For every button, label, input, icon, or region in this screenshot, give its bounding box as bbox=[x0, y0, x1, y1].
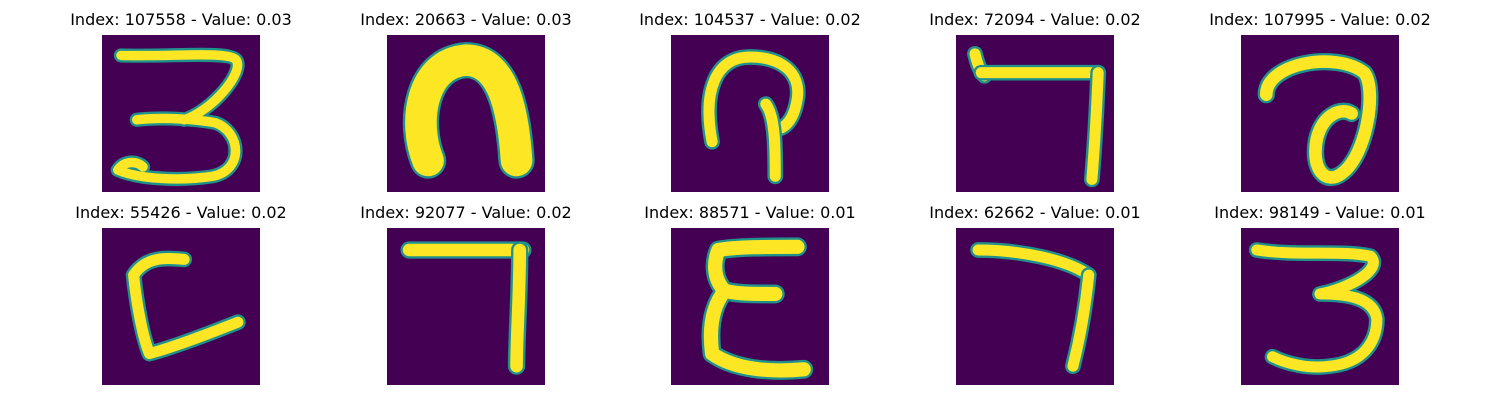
glyph-loop bbox=[1257, 53, 1379, 187]
glyph-seven-bent bbox=[967, 45, 1107, 188]
glyph-stroke bbox=[128, 253, 244, 360]
glyph-stroke-edge bbox=[701, 237, 814, 380]
glyph-stroke bbox=[760, 98, 781, 182]
sample-image bbox=[956, 228, 1114, 385]
glyph-stroke bbox=[972, 244, 1095, 281]
sample-panel: Index: 62662 - Value: 0.01 bbox=[893, 203, 1177, 393]
sample-panel: Index: 107558 - Value: 0.03 bbox=[39, 10, 323, 200]
sample-title: Index: 98149 - Value: 0.01 bbox=[1214, 203, 1426, 222]
glyph-stroke bbox=[1067, 269, 1095, 372]
sample-image bbox=[387, 35, 545, 192]
glyph-stroke bbox=[703, 51, 804, 148]
glyph-stroke bbox=[1251, 244, 1383, 373]
sample-title: Index: 20663 - Value: 0.03 bbox=[360, 10, 572, 29]
glyph-stroke bbox=[1259, 55, 1377, 184]
sample-title: Index: 107995 - Value: 0.02 bbox=[1209, 10, 1431, 29]
sample-title: Index: 62662 - Value: 0.01 bbox=[929, 203, 1141, 222]
glyph-c-shape bbox=[125, 250, 246, 362]
glyph-hook bbox=[701, 49, 806, 185]
sample-image bbox=[956, 35, 1114, 192]
glyph-stroke bbox=[1086, 67, 1104, 185]
sample-image bbox=[102, 228, 260, 385]
glyph-three-open bbox=[110, 47, 245, 186]
sample-title: Index: 55426 - Value: 0.02 bbox=[75, 203, 287, 222]
glyph-seven-curve bbox=[970, 242, 1097, 375]
sample-panel: Index: 72094 - Value: 0.02 bbox=[893, 10, 1177, 200]
glyph-stroke bbox=[113, 50, 243, 184]
sample-title: Index: 88571 - Value: 0.01 bbox=[644, 203, 856, 222]
sample-title: Index: 92077 - Value: 0.02 bbox=[360, 203, 572, 222]
glyph-stroke bbox=[703, 239, 811, 378]
sample-panel: Index: 107995 - Value: 0.02 bbox=[1178, 10, 1462, 200]
glyph-seven-square bbox=[400, 241, 532, 375]
sample-image bbox=[102, 35, 260, 192]
glyph-epsilon bbox=[701, 237, 814, 380]
glyph-stroke bbox=[510, 243, 527, 373]
sample-panel: Index: 92077 - Value: 0.02 bbox=[324, 203, 608, 393]
sample-title: Index: 104537 - Value: 0.02 bbox=[639, 10, 861, 29]
sample-image bbox=[671, 35, 829, 192]
sample-title: Index: 107558 - Value: 0.03 bbox=[70, 10, 292, 29]
sample-image bbox=[1241, 228, 1399, 385]
sample-panel: Index: 20663 - Value: 0.03 bbox=[324, 10, 608, 200]
glyph-arch-thick bbox=[402, 42, 535, 179]
sample-image bbox=[1241, 35, 1399, 192]
glyph-three bbox=[1248, 242, 1385, 375]
sample-panel: Index: 88571 - Value: 0.01 bbox=[608, 203, 892, 393]
sample-image bbox=[387, 228, 545, 385]
sample-panel: Index: 98149 - Value: 0.01 bbox=[1178, 203, 1462, 393]
sample-panel: Index: 55426 - Value: 0.02 bbox=[39, 203, 323, 393]
glyph-stroke bbox=[405, 44, 533, 177]
sample-panel: Index: 104537 - Value: 0.02 bbox=[608, 10, 892, 200]
sample-title: Index: 72094 - Value: 0.02 bbox=[929, 10, 1141, 29]
sample-image bbox=[671, 228, 829, 385]
